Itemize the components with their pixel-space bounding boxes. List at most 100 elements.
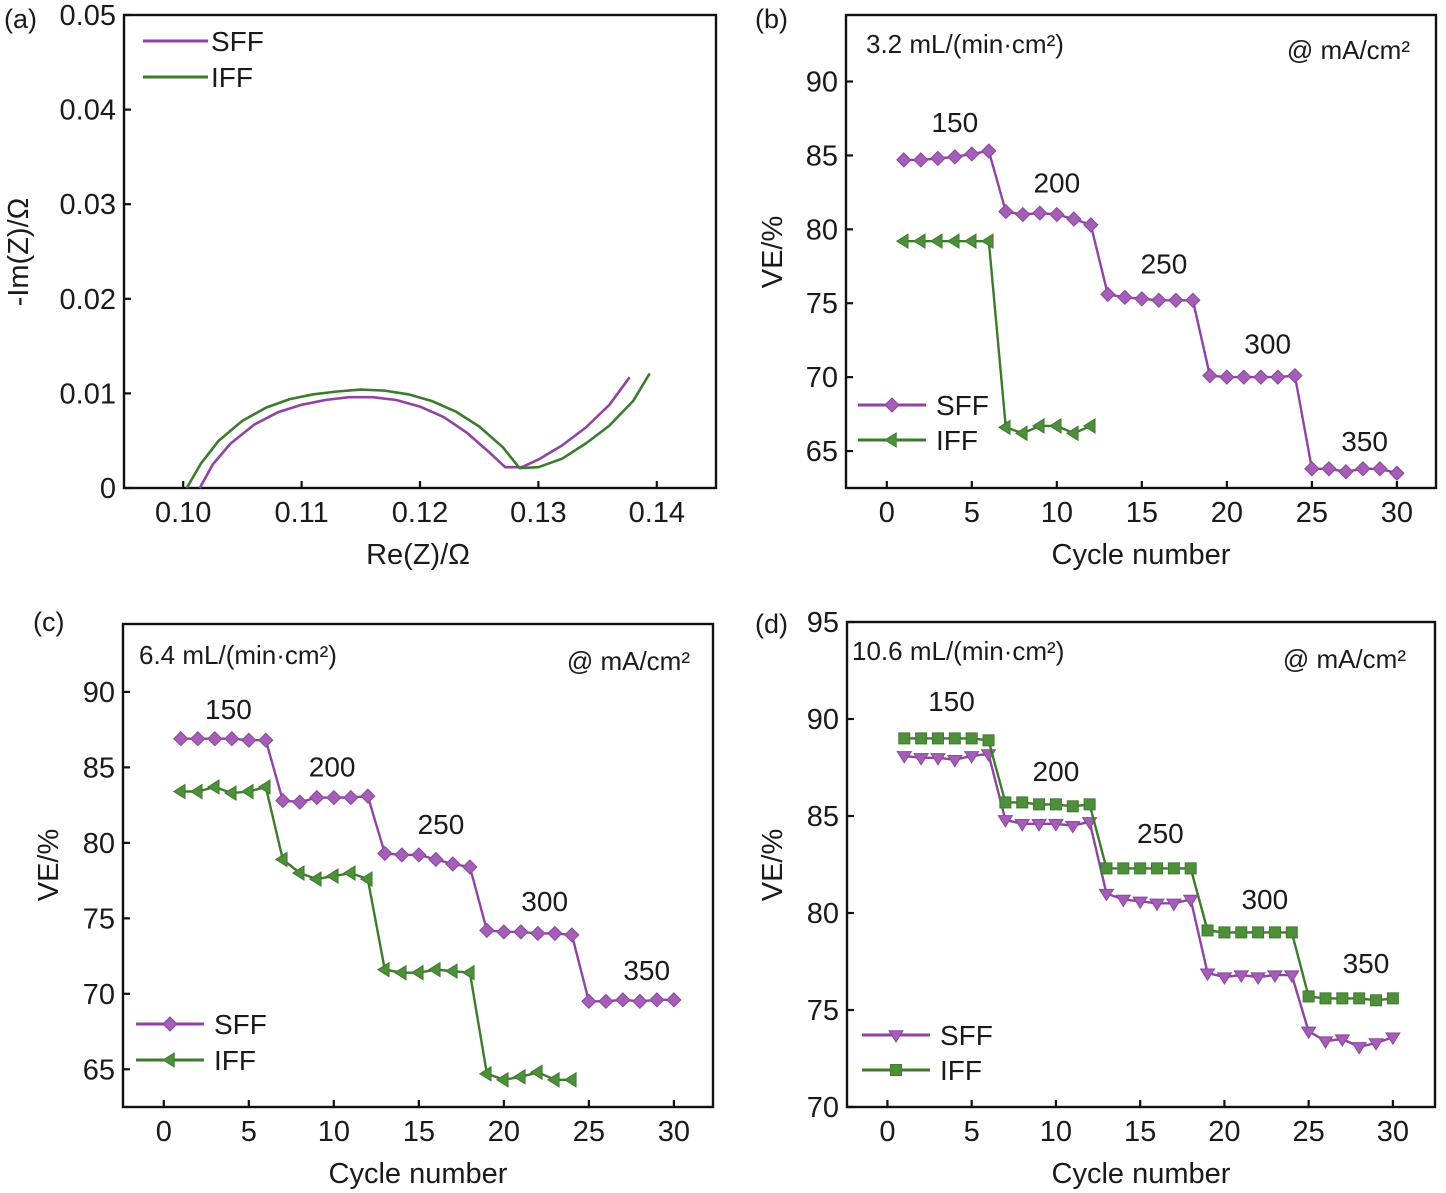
data-point-sff-30 <box>666 992 682 1008</box>
flow-rate-annotation: 3.2 mL/(min·cm²) <box>866 29 1064 59</box>
data-point-sff-18 <box>1182 894 1199 908</box>
y-tick-label: 95 <box>807 607 839 639</box>
y-tick-label: 85 <box>83 752 115 784</box>
x-tick-label: 15 <box>1124 1116 1156 1148</box>
data-point-sff-23 <box>1270 369 1286 385</box>
y-axis-title: VE/% <box>757 829 789 902</box>
data-point-iff-20 <box>1218 926 1231 939</box>
data-point-iff-16 <box>1151 862 1164 875</box>
x-ticks: 0 5 10 15 20 25 30 <box>879 481 1413 529</box>
series-sff <box>896 749 1401 1055</box>
data-point-sff-11 <box>1066 211 1082 227</box>
data-point-sff-9 <box>1032 205 1048 221</box>
data-point-iff-5 <box>965 732 978 745</box>
series-sff <box>896 143 1405 481</box>
data-point-sff-25 <box>581 993 597 1010</box>
data-point-sff-16 <box>428 851 444 868</box>
data-point-iff-3 <box>931 732 944 745</box>
data-point-iff-2 <box>189 783 203 800</box>
data-point-sff-8 <box>1015 206 1031 223</box>
x-tick-label: 25 <box>573 1116 605 1148</box>
legend-label-iff: IFF <box>214 1045 256 1076</box>
data-point-sff-11 <box>343 789 359 806</box>
data-point-iff-3 <box>929 233 943 250</box>
current-density-step-label: 250 <box>418 809 465 840</box>
data-point-sff-3 <box>930 753 946 766</box>
y-axis-title: VE/% <box>757 216 789 289</box>
y-axis-title: -Im(Z)/Ω <box>3 198 35 307</box>
data-point-sff-19 <box>1199 968 1216 982</box>
y-tick-label: 0.01 <box>60 378 116 410</box>
x-axis-title: Cycle number <box>1052 539 1231 571</box>
data-point-sff-16 <box>1151 292 1167 308</box>
y-tick-label: 80 <box>806 214 838 246</box>
data-point-iff-1 <box>895 233 909 250</box>
legend: SFF IFF <box>136 1009 267 1076</box>
x-tick-label: 0.13 <box>510 497 566 529</box>
legend-label-iff: IFF <box>940 1055 982 1086</box>
current-density-annotation: @ mA/cm² <box>567 646 690 676</box>
current-density-step-label: 150 <box>931 107 978 138</box>
data-point-sff-10 <box>1048 819 1064 832</box>
data-point-iff-14 <box>393 964 407 981</box>
data-point-sff-15 <box>1134 291 1150 307</box>
data-point-sff-4 <box>224 731 240 747</box>
y-tick-label: 0.02 <box>60 284 116 316</box>
data-point-sff-30 <box>1384 1032 1401 1046</box>
data-point-sff-4 <box>947 149 963 165</box>
x-tick-label: 15 <box>403 1116 435 1148</box>
data-point-iff-8 <box>1014 425 1028 442</box>
data-point-iff-8 <box>291 865 305 881</box>
y-ticks: 70 75 80 85 90 95 <box>807 607 854 1124</box>
data-point-sff-29 <box>1372 461 1388 477</box>
data-point-sff-7 <box>998 203 1014 220</box>
data-point-sff-26 <box>1321 461 1337 477</box>
y-tick-label: 0.03 <box>60 189 116 221</box>
data-point-sff-28 <box>1351 1042 1368 1055</box>
x-tick-label: 5 <box>241 1116 257 1148</box>
data-point-sff-1 <box>173 731 189 747</box>
data-point-sff-12 <box>1083 217 1099 233</box>
data-point-iff-20 <box>495 1071 509 1088</box>
series-line-sff <box>180 737 674 1003</box>
data-point-iff-6 <box>257 779 271 795</box>
data-point-sff-22 <box>1253 369 1269 385</box>
y-tick-label: 65 <box>83 1054 115 1086</box>
data-point-iff-19 <box>478 1065 492 1082</box>
legend-label-sff: SFF <box>211 26 264 57</box>
data-point-iff-9 <box>1033 798 1046 811</box>
legend-label-iff: IFF <box>211 62 253 93</box>
data-point-sff-1 <box>896 152 912 168</box>
data-point-sff-9 <box>309 789 325 806</box>
data-point-sff-29 <box>1368 1038 1384 1051</box>
x-axis-title: Cycle number <box>1052 1158 1231 1190</box>
data-point-sff-24 <box>1287 367 1303 384</box>
current-density-step-label: 300 <box>1244 328 1291 359</box>
data-point-sff-4 <box>946 755 963 768</box>
data-point-sff-2 <box>913 152 929 168</box>
data-point-sff-19 <box>1202 367 1218 384</box>
panel-a: (a) 0.10 0.11 0.12 0.13 0.14 0 0.01 0.02 0.03 0.… <box>3 0 718 571</box>
current-density-annotation: @ mA/cm² <box>1283 644 1406 674</box>
series-line-iff <box>904 737 1394 1002</box>
data-point-iff-6 <box>982 734 995 747</box>
y-tick-label: 90 <box>807 704 839 736</box>
data-point-iff-21 <box>1235 926 1248 939</box>
data-point-sff-10 <box>326 789 342 806</box>
data-point-sff-14 <box>1115 894 1132 908</box>
data-point-iff-16 <box>427 961 441 978</box>
x-tick-label: 20 <box>1211 497 1243 529</box>
y-tick-label: 75 <box>806 288 838 320</box>
current-density-step-label: 350 <box>623 955 670 986</box>
data-point-iff-7 <box>999 796 1012 809</box>
data-point-iff-22 <box>1252 926 1265 939</box>
current-density-step-label: 200 <box>1033 167 1080 198</box>
data-point-sff-5 <box>964 146 980 162</box>
data-point-sff-29 <box>649 992 665 1008</box>
legend-marker-iff <box>162 1052 175 1068</box>
x-tick-label: 10 <box>318 1116 350 1148</box>
legend-marker-sff <box>884 397 900 413</box>
data-point-sff-14 <box>1117 289 1133 306</box>
data-point-iff-18 <box>1184 862 1197 875</box>
